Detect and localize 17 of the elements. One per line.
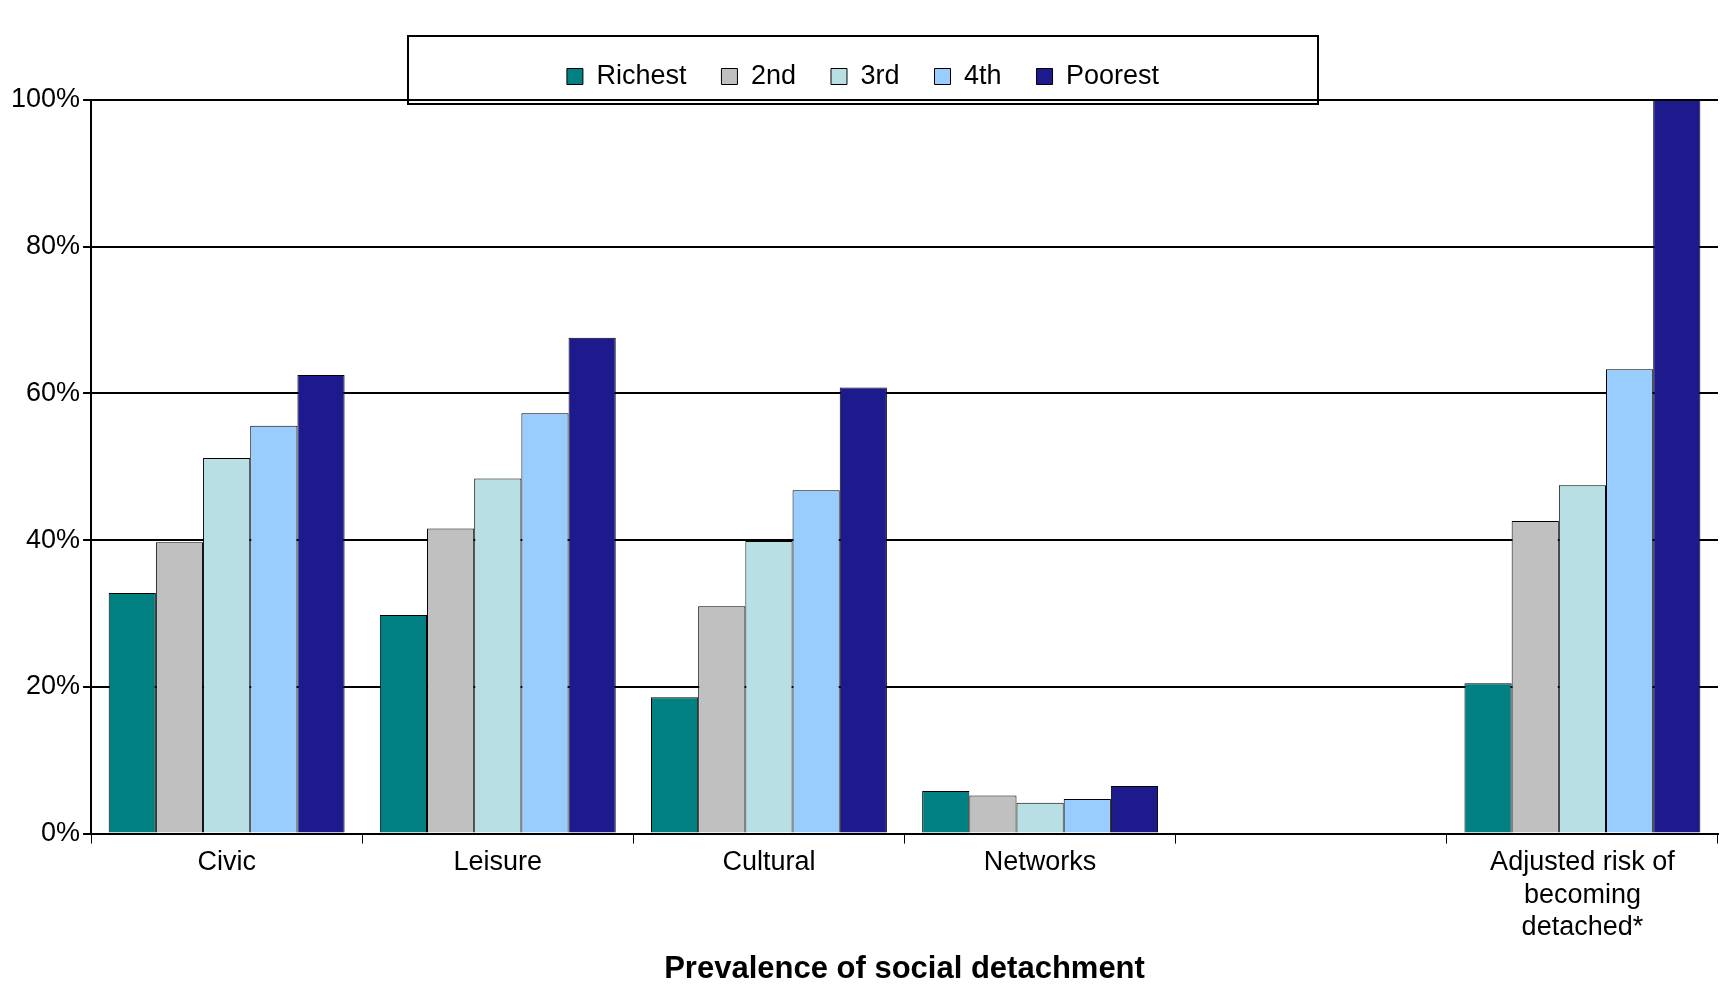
y-tick-label: 80% — [26, 230, 81, 261]
y-tick-label: 0% — [41, 817, 81, 848]
legend-label: Poorest — [1066, 59, 1160, 90]
y-tick-label: 60% — [26, 376, 81, 407]
legend-label: 2nd — [750, 59, 796, 90]
x-tick-label: Networks — [983, 846, 1097, 877]
x-tick-label: Civic — [197, 846, 256, 877]
x-axis-title: Prevalence of social detachment — [664, 949, 1145, 985]
x-tick-label: Leisure — [453, 846, 543, 877]
y-tick-label: 20% — [26, 670, 81, 701]
x-tick-label: Adjusted risk of becoming detached* — [1490, 846, 1676, 942]
x-tick-label: Cultural — [722, 846, 816, 877]
legend-label: 3rd — [860, 59, 900, 90]
y-tick-label: 100% — [10, 83, 81, 114]
legend-label: Richest — [596, 59, 687, 90]
legend-label: 4th — [964, 59, 1002, 90]
y-tick-label: 40% — [26, 523, 81, 554]
